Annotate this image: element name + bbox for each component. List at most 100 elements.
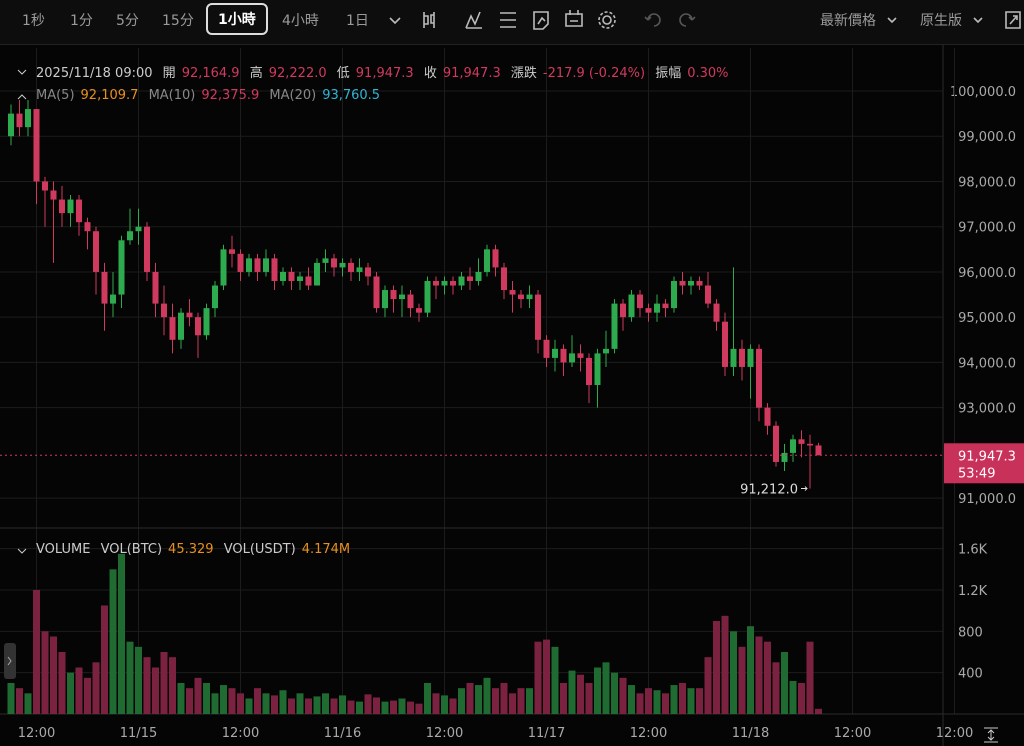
- candle-body: [322, 258, 329, 263]
- last-price-label: 91,947.3: [958, 449, 1016, 464]
- candle-body: [526, 294, 533, 300]
- candle-body: [254, 258, 261, 272]
- volume-bar: [194, 677, 202, 714]
- undo-icon[interactable]: [644, 13, 661, 27]
- volume-bar: [517, 688, 525, 714]
- x-tick-label: 12:00: [18, 726, 55, 741]
- volume-bar: [696, 688, 703, 714]
- redo-icon[interactable]: [679, 13, 696, 27]
- candle-body: [25, 109, 31, 128]
- y-tick-label: 96,000.0: [958, 266, 1016, 281]
- ma-value: 92,375.9: [201, 88, 260, 103]
- volume-bar: [160, 652, 168, 714]
- volume-bar: [543, 639, 550, 714]
- interval[interactable]: 1小時: [206, 3, 268, 35]
- volume-bar: [509, 693, 516, 714]
- candle-body: [399, 294, 405, 300]
- field-label: 低: [336, 66, 350, 81]
- candle-body: [135, 226, 142, 232]
- volume-bar: [441, 695, 448, 714]
- ma-name: MA(20): [269, 88, 317, 103]
- candle-body: [237, 253, 244, 272]
- volume-bar: [747, 626, 754, 714]
- candle-body: [679, 280, 686, 286]
- low-label: 91,212.0: [740, 483, 798, 498]
- candle-body: [764, 407, 771, 426]
- volume-bar: [373, 697, 380, 714]
- volume-bar: [424, 683, 431, 714]
- candle-body: [739, 348, 745, 367]
- candle-body: [705, 285, 711, 304]
- volume-bar: [560, 683, 567, 714]
- candle-body: [84, 222, 91, 232]
- interval[interactable]: 5分: [116, 13, 139, 29]
- auto-scale-icon: [984, 727, 998, 743]
- candle-body: [509, 290, 516, 295]
- interval[interactable]: 15分: [162, 13, 194, 29]
- candle-body: [594, 353, 601, 386]
- volume-title: VOLUME: [36, 542, 91, 557]
- ohlc-info: 2025/11/18 09:00 開 92,164.9 高 92,222.0 低 91…: [36, 62, 735, 81]
- interval[interactable]: 1分: [70, 13, 93, 29]
- field-value: 0.30%: [687, 66, 729, 81]
- collapse-icon: [7, 656, 12, 666]
- volume-bar: [305, 698, 312, 714]
- candle-body: [696, 280, 703, 286]
- interval[interactable]: 1日: [346, 13, 369, 29]
- volume-bar: [670, 685, 678, 714]
- draw-icon[interactable]: [533, 11, 549, 30]
- fullscreen-icon[interactable]: [1005, 11, 1021, 29]
- y-tick-label: 800: [958, 625, 983, 640]
- volume-bar: [186, 688, 193, 714]
- interval[interactable]: 1秒: [22, 13, 45, 29]
- layout-icon[interactable]: [565, 10, 583, 27]
- volume-bar: [313, 696, 321, 714]
- candle-body: [101, 271, 108, 304]
- x-tick-label: 11/16: [324, 726, 361, 741]
- candle-body: [467, 276, 473, 281]
- volume-bar: [458, 688, 465, 714]
- volume-bar: [806, 641, 814, 714]
- price-type[interactable]: 最新價格: [820, 13, 876, 29]
- volume-bar: [534, 641, 542, 714]
- x-tick-label: 11/18: [732, 726, 769, 741]
- candle-body: [390, 290, 397, 300]
- volume-bar: [339, 695, 346, 714]
- candle-body: [543, 339, 550, 358]
- field-value: 4.174M: [301, 542, 351, 557]
- field-value: -217.9 (-0.24%): [542, 66, 646, 81]
- candle-body: [620, 303, 626, 318]
- field-label: VOL(USDT): [223, 542, 296, 557]
- y-tick-label: 400: [958, 667, 983, 682]
- volume-bar: [653, 690, 661, 714]
- list-icon[interactable]: [500, 12, 516, 28]
- settings-icon[interactable]: [602, 15, 612, 25]
- ma-name: MA(5): [36, 88, 75, 103]
- dropdown-icon[interactable]: [389, 17, 401, 25]
- y-tick-label: 98,000.0: [958, 175, 1016, 190]
- candle-body: [280, 271, 286, 281]
- volume-bar: [594, 667, 601, 714]
- indicator-icon[interactable]: [465, 11, 482, 29]
- candle-body: [458, 276, 465, 286]
- x-tick-label: 12:00: [630, 726, 667, 741]
- candle-body: [144, 226, 150, 272]
- ma-value: 92,109.7: [80, 88, 139, 103]
- candle-body: [730, 348, 737, 367]
- candle-body: [416, 308, 422, 313]
- candle-body: [271, 258, 278, 281]
- candle-body: [501, 267, 507, 291]
- candle-body: [118, 240, 125, 295]
- field-label: 振幅: [655, 66, 682, 81]
- candle-body: [773, 425, 779, 462]
- candle-body: [305, 276, 312, 286]
- volume-bar: [322, 693, 329, 714]
- volume-bar: [135, 646, 142, 714]
- volume-bar: [41, 631, 49, 714]
- candle-body: [407, 294, 414, 309]
- version[interactable]: 原生版: [920, 13, 962, 29]
- candle-body: [186, 312, 193, 318]
- field-value: 92,164.9: [181, 66, 240, 81]
- candle-icon[interactable]: [423, 12, 435, 28]
- interval[interactable]: 4小時: [282, 13, 319, 29]
